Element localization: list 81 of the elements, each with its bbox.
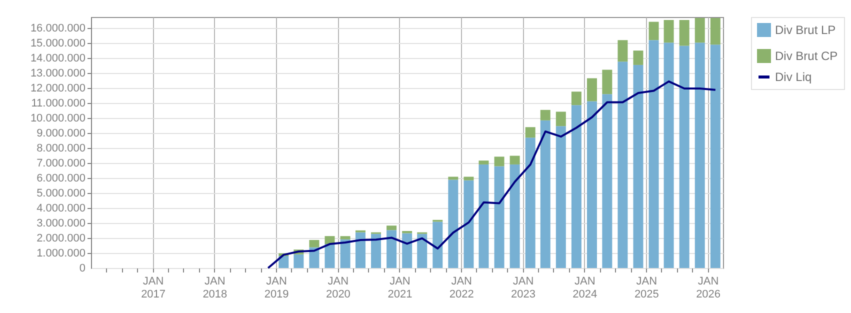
bar [478,160,489,164]
bar [324,244,335,268]
y-tick-label: 16.000.000 [30,22,86,35]
y-tick-label: 8.000.000 [36,142,86,155]
bar [586,78,597,102]
bar [494,156,504,166]
y-tick-label: 11.000.000 [31,98,86,110]
bar [571,105,582,268]
y-tick-label: 2.000.000 [36,232,86,245]
bar [340,236,350,240]
bar [371,234,382,268]
bar [309,240,320,248]
y-tick-label: 6.000.000 [36,172,86,185]
bar [664,20,674,43]
y-tick-label: 3.000.000 [36,218,86,230]
y-tick-label: 14.000.000 [30,52,86,65]
x-tick-label: JAN 2024 [572,276,598,300]
bar [618,62,628,268]
bar [340,239,350,268]
bar [710,44,720,268]
y-tick-label: 12.000.000 [30,82,86,95]
bar [464,176,474,180]
y-tick-label: 1.000.000 [36,248,86,260]
bar [448,180,458,268]
bar [448,176,458,180]
bar [525,127,536,138]
bar [586,101,597,268]
bar [571,92,582,106]
y-tick-label: 10.000.000 [30,112,86,125]
bar [510,164,520,268]
legend-label: Div Brut LP [775,23,836,37]
x-tick-label: JAN 2023 [511,276,536,300]
bar [648,22,659,40]
y-tick-label: 5.000.000 [36,188,86,200]
bar [556,126,566,268]
x-tick-label: JAN 2017 [141,276,166,300]
bar [478,164,489,268]
bar [432,222,443,268]
x-tick-label: JAN 2022 [449,276,474,300]
y-tick-label: 13.000.000 [30,68,86,80]
bar [618,40,628,62]
x-tick-label: JAN 2021 [388,276,412,300]
x-tick-label: JAN 2026 [696,276,721,300]
bar [386,226,397,230]
bar [664,42,674,268]
bar [648,40,659,268]
y-tick-label: 15.000.000 [30,38,86,50]
bar [633,50,644,65]
bar [694,18,705,43]
y-tick-label: 9.000.000 [36,128,86,140]
x-tick-label: JAN 2020 [326,276,350,300]
line-series [267,80,716,269]
bar [525,138,536,268]
bar [278,256,289,268]
x-tick-label: JAN 2018 [202,276,228,300]
bar [324,236,335,244]
bar [355,232,366,268]
x-tick-label: JAN 2019 [264,276,289,300]
bar [694,42,705,268]
bar [417,234,428,268]
x-tick-label: JAN 2025 [634,276,659,300]
bar [602,94,612,268]
legend-label: Div Liq [775,70,812,84]
bar [494,166,504,268]
bar [540,120,550,268]
bar [386,230,397,268]
bar [633,64,644,268]
bar [556,112,566,126]
y-tick-label: 0 [79,262,86,274]
y-tick-label: 7.000.000 [36,158,86,170]
bar [402,233,412,268]
bar [464,180,474,268]
y-tick-label: 4.000.000 [36,202,86,215]
bar [679,20,690,46]
bar [294,254,304,268]
bar [540,110,550,120]
bar [710,18,720,45]
bar [510,156,520,164]
bar [602,70,612,94]
legend-label: Div Brut CP [775,49,838,63]
bar [679,46,690,268]
